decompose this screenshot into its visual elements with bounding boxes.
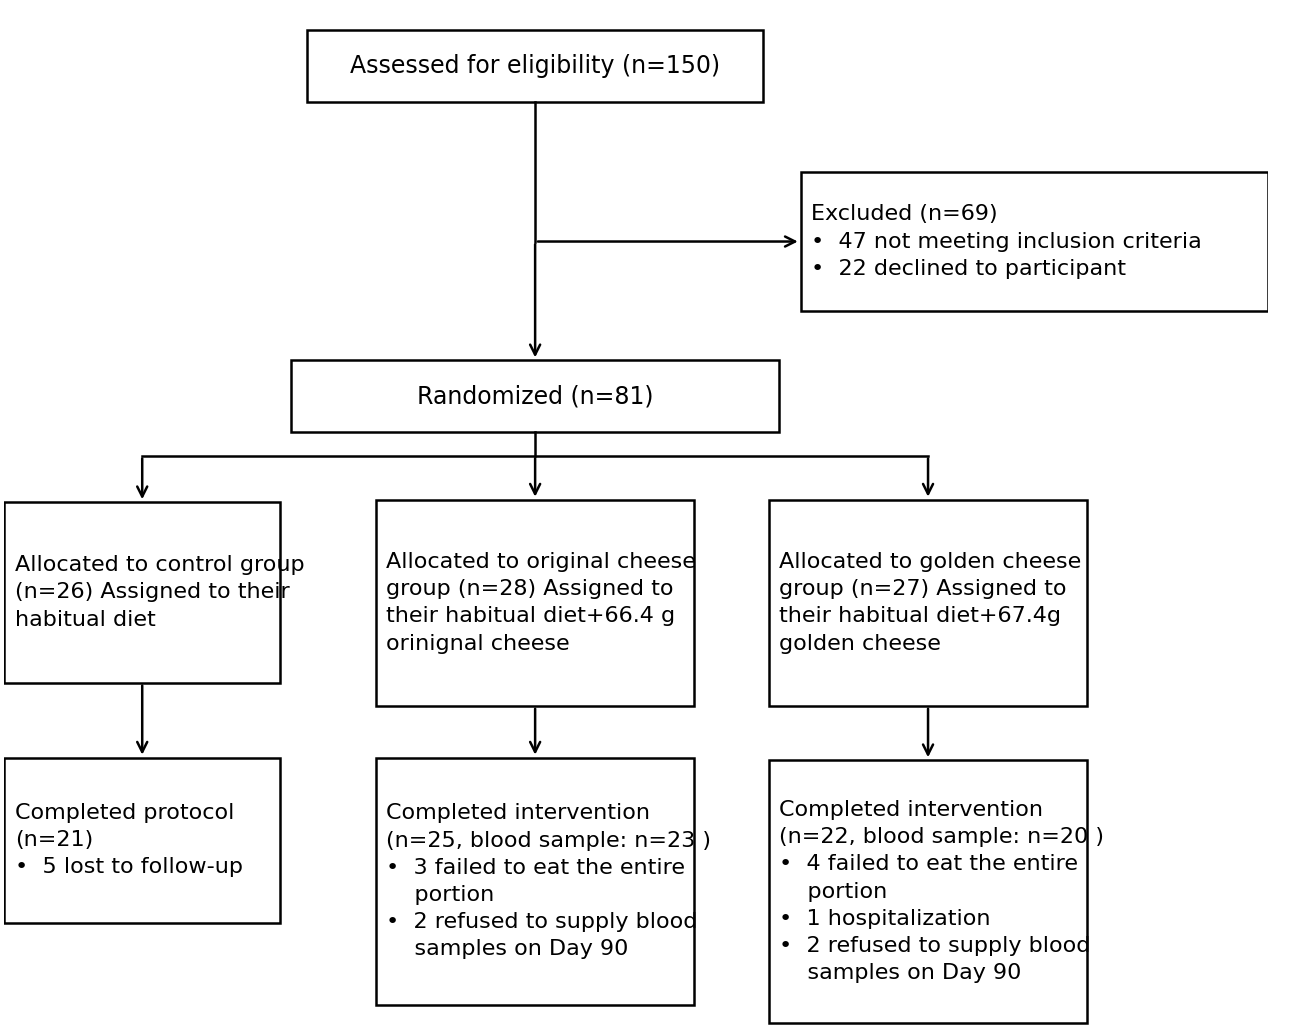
Bar [375,757,695,1005]
Bar [291,360,779,433]
Bar [4,502,281,683]
Text: Allocated to golden cheese
group (n=27) Assigned to
their habitual diet+67.4g
go: Allocated to golden cheese group (n=27) … [779,552,1082,653]
Text: Randomized (n=81): Randomized (n=81) [417,384,653,408]
Bar [800,172,1268,311]
Text: Excluded (n=69)
•  47 not meeting inclusion criteria
•  22 declined to participa: Excluded (n=69) • 47 not meeting inclusi… [812,204,1202,279]
Bar [769,500,1087,706]
Bar [4,757,281,923]
Bar [307,30,764,102]
Text: Allocated to control group
(n=26) Assigned to their
habitual diet: Allocated to control group (n=26) Assign… [14,555,304,629]
Text: Assessed for eligibility (n=150): Assessed for eligibility (n=150) [349,55,720,78]
Text: Completed intervention
(n=25, blood sample: n=23 )
•  3 failed to eat the entire: Completed intervention (n=25, blood samp… [387,803,712,959]
Bar [375,500,695,706]
Text: Completed intervention
(n=22, blood sample: n=20 )
•  4 failed to eat the entire: Completed intervention (n=22, blood samp… [779,800,1104,984]
Text: Allocated to original cheese
group (n=28) Assigned to
their habitual diet+66.4 g: Allocated to original cheese group (n=28… [387,552,696,653]
Text: Completed protocol
(n=21)
•  5 lost to follow-up: Completed protocol (n=21) • 5 lost to fo… [14,802,243,878]
Bar [769,760,1087,1023]
